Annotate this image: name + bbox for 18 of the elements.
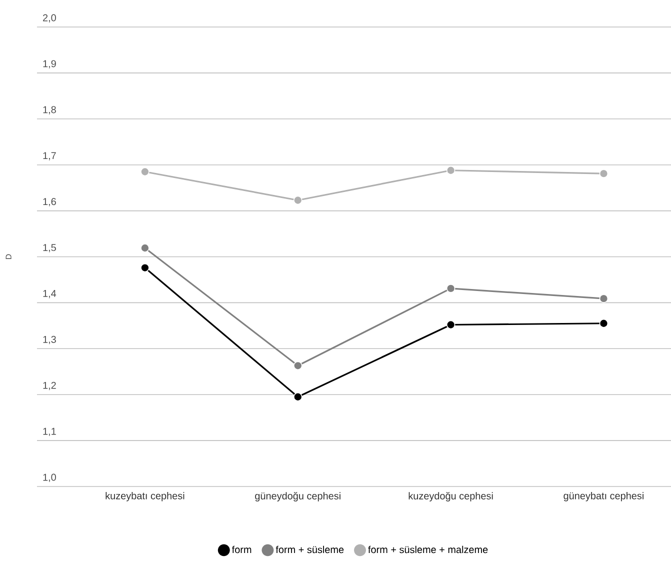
legend-label: form + süsleme + malzeme <box>368 546 488 554</box>
y-tick-label: 1,0 <box>43 474 56 482</box>
y-tick-label: 1,3 <box>43 336 56 344</box>
y-tick-label: 1,8 <box>43 106 56 114</box>
y-tick-label: 1,7 <box>43 152 56 160</box>
x-tick-label: kuzeydoğu cephesi <box>408 492 493 502</box>
x-tick-label: kuzeybatı cephesi <box>106 492 184 502</box>
y-tick-label: 2,0 <box>43 14 56 22</box>
y-tick-label: 1,6 <box>43 198 56 206</box>
y-tick-label: 1,2 <box>43 382 56 390</box>
x-tick-label: güneybatı cephesi <box>564 492 644 502</box>
y-tick-label: 1,1 <box>43 428 56 436</box>
x-tick-label: güneydoğu cephesi <box>255 492 340 502</box>
y-tick-label: 1,9 <box>43 60 56 68</box>
y-tick-label: 1,4 <box>43 290 56 298</box>
y-tick-label: 1,5 <box>43 244 56 252</box>
legend-label: form + süsleme <box>276 546 344 554</box>
legend-label: form <box>232 546 252 554</box>
